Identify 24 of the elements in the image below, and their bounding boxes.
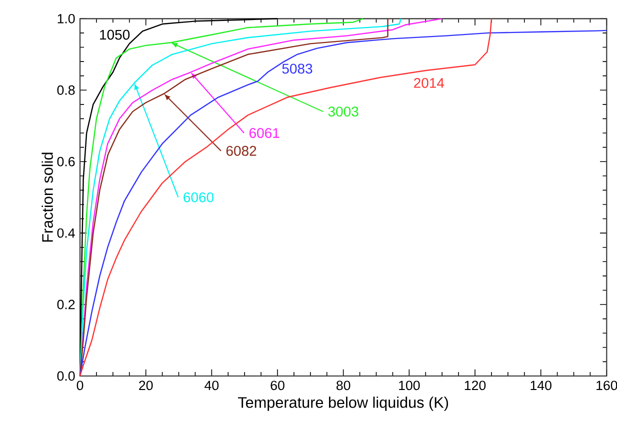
- series-label: 5083: [282, 64, 312, 74]
- y-tick-label: 0.0: [57, 371, 75, 381]
- x-tick-label: 20: [139, 380, 153, 390]
- y-tick-label: 0.4: [57, 228, 75, 238]
- x-tick-label: 140: [530, 380, 552, 390]
- text: 6061: [249, 128, 280, 138]
- x-axis-title: Temperature below liquidus (K): [238, 396, 448, 411]
- x-tick-label: 0: [76, 380, 84, 390]
- x-tick-label: 160: [596, 380, 617, 390]
- text: 6060: [184, 192, 214, 202]
- legend-label: 1050: [100, 30, 130, 40]
- x-tick-label: 80: [336, 380, 350, 390]
- text: 3003: [328, 106, 358, 117]
- x-tick-label: 40: [204, 380, 219, 390]
- x-tick-label: 120: [464, 380, 486, 390]
- y-tick-label: 0.2: [57, 300, 75, 310]
- x-tick-label: 60: [270, 380, 284, 390]
- y-tick-label: 1.0: [58, 14, 75, 24]
- y-axis-title: Fraction solid: [42, 152, 53, 242]
- text: 6082: [226, 146, 256, 156]
- y-tick-label: 0.8: [57, 85, 75, 95]
- series-label: 2014: [414, 78, 444, 88]
- x-tick-label: 100: [399, 380, 420, 390]
- y-tick-label: 0.6: [57, 156, 75, 166]
